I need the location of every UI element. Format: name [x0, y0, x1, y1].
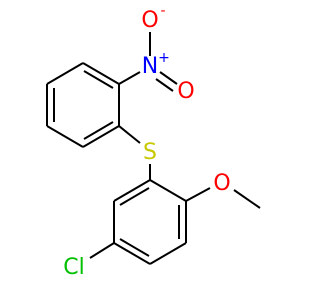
atom-labels: O - N + O S O Cl [63, 3, 230, 280]
charge-label: - [160, 3, 165, 19]
atom-label: O [177, 79, 194, 104]
atom-label: N [142, 54, 158, 79]
atom-label: S [143, 140, 157, 165]
bonds [46, 32, 261, 265]
atom-label: O [213, 171, 230, 196]
charge-label: + [158, 50, 170, 66]
label-bg [138, 8, 162, 32]
atom-label: Cl [63, 255, 84, 280]
molecule-diagram: O - N + O S O Cl [46, 3, 261, 280]
atom-label: O [141, 8, 158, 33]
